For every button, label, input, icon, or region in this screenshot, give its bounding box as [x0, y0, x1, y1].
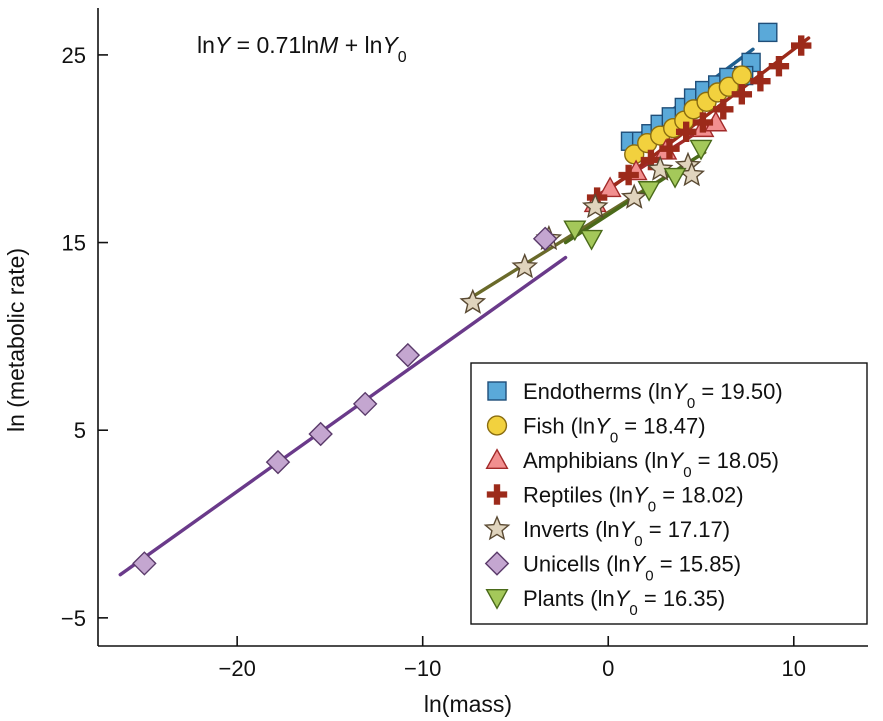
- inverts-point: [459, 288, 487, 314]
- equation-part: Y: [215, 32, 232, 58]
- legend-series-name: Reptiles (ln: [523, 483, 633, 508]
- inverts-point: [581, 192, 609, 219]
- x-tick-label: 10: [782, 656, 806, 681]
- endotherms-point: [758, 22, 778, 43]
- axes: −5 5 15 25 −20 −10 0 10: [61, 8, 868, 681]
- legend-box: [470, 362, 868, 625]
- y-tick-label: −5: [61, 606, 86, 631]
- unicells-point: [532, 226, 558, 252]
- equation-part: = 0.71ln: [230, 32, 319, 58]
- y-tick-label: 15: [62, 231, 86, 256]
- legend-amphibians-label: Amphibians (lnY0 = 18.05): [523, 448, 779, 481]
- legend-unicells-marker: [484, 551, 510, 576]
- reptiles-point: [750, 70, 771, 92]
- plants-point: [580, 229, 604, 251]
- legend-inverts-label: Inverts (lnY0 = 17.17): [523, 517, 730, 550]
- legend-series-name: Fish (ln: [523, 414, 595, 439]
- y-tick-label: 25: [62, 43, 86, 68]
- reptiles-point: [791, 35, 812, 56]
- x-axis-title: ln(mass): [424, 691, 512, 717]
- legend-intercept-value: = 19.50): [695, 379, 782, 404]
- inverts-point: [620, 183, 648, 209]
- legend-subscript: 0: [648, 498, 656, 515]
- legend-unicells-label: Unicells (lnY0 = 15.85): [523, 552, 741, 585]
- legend-reptiles-marker: [486, 484, 508, 505]
- legend-subscript: 0: [629, 602, 637, 619]
- unicells-point: [352, 391, 378, 417]
- y-tick-label: 5: [74, 418, 86, 443]
- x-tick-label: 0: [602, 656, 614, 681]
- legend-fish-marker: [486, 415, 508, 436]
- inverts-point: [646, 155, 674, 181]
- legend-subscript: 0: [687, 395, 695, 412]
- legend-plants-label: Plants (lnY0 = 16.35): [523, 586, 725, 619]
- unicells-point: [395, 342, 421, 368]
- reptiles-point: [659, 138, 680, 159]
- legend-series-name: Endotherms (ln: [523, 379, 672, 404]
- legend-amphibians-marker: [485, 448, 509, 469]
- reptiles-point: [675, 121, 697, 143]
- legend-series-name: Plants (ln: [523, 586, 615, 611]
- equation-part: Y: [382, 32, 399, 58]
- legend-y-symbol: Y: [633, 483, 649, 508]
- equation-part: ln: [197, 32, 215, 58]
- legend-intercept-value: = 18.05): [692, 448, 779, 473]
- legend-series-name: Amphibians (ln: [523, 448, 669, 473]
- legend-subscript: 0: [610, 429, 618, 446]
- data-points-layer: [132, 22, 812, 576]
- legend-intercept-value: = 18.02): [656, 483, 743, 508]
- legend-y-symbol: Y: [631, 552, 647, 577]
- fish-point: [731, 65, 752, 86]
- legend-series-name: Inverts (ln: [523, 517, 620, 542]
- plants-point: [663, 167, 687, 189]
- legend-subscript: 0: [683, 464, 691, 481]
- legend-reptiles-label: Reptiles (lnY0 = 18.02): [523, 483, 744, 516]
- legend-y-symbol: Y: [672, 379, 688, 404]
- legend-y-symbol: Y: [669, 448, 685, 473]
- legend-fish-label: Fish (lnY0 = 18.47): [523, 414, 706, 447]
- reptiles-point: [692, 112, 714, 133]
- legend-inverts-marker: [483, 515, 511, 541]
- unicells-point: [308, 421, 333, 447]
- legend-subscript: 0: [634, 533, 642, 550]
- legend-intercept-value: = 15.85): [654, 552, 741, 577]
- unicells-point: [265, 449, 291, 475]
- legend-y-symbol: Y: [615, 586, 631, 611]
- plants-point: [689, 139, 713, 161]
- unicells-fit-line: [118, 255, 568, 577]
- plants-point: [563, 220, 587, 242]
- plants-point: [637, 181, 661, 202]
- amphibians-point: [598, 176, 622, 198]
- equation-part: 0: [398, 49, 407, 66]
- legend-y-symbol: Y: [595, 414, 611, 439]
- equation-part: M: [319, 32, 339, 58]
- unicells-point: [132, 551, 157, 576]
- legend-intercept-value: = 18.47): [618, 414, 705, 439]
- reptiles-point: [713, 99, 734, 120]
- inverts-point: [511, 252, 539, 279]
- reptiles-point: [768, 55, 790, 77]
- x-tick-label: −20: [218, 656, 255, 681]
- legend-series-name: Unicells (ln: [523, 552, 631, 577]
- legend-plants-marker: [485, 589, 509, 610]
- legend-endotherms-label: Endotherms (lnY0 = 19.50): [523, 379, 783, 412]
- legend-subscript: 0: [645, 567, 653, 584]
- legend-y-symbol: Y: [620, 517, 636, 542]
- legend-endotherms-marker: [487, 381, 507, 401]
- equation-part: + ln: [338, 32, 382, 58]
- y-axis-title: ln (metabolic rate): [3, 248, 29, 432]
- equation-label: lnY = 0.71lnM + lnY0: [197, 32, 407, 66]
- legend-intercept-value: = 17.17): [643, 517, 730, 542]
- legend-intercept-value: = 16.35): [638, 586, 725, 611]
- reptiles-point: [618, 164, 639, 186]
- reptiles-point: [731, 84, 753, 105]
- legend: Endotherms (lnY0 = 19.50)Fish (lnY0 = 18…: [470, 362, 868, 625]
- x-tick-label: −10: [404, 656, 441, 681]
